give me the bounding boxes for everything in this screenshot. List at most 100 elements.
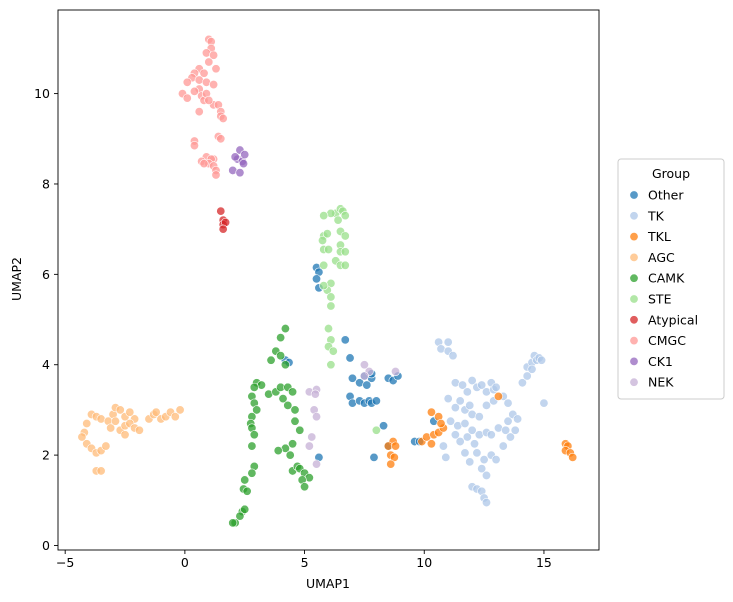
point-tk — [517, 378, 527, 388]
legend-marker-cmgc — [629, 336, 639, 346]
point-nek — [307, 432, 317, 442]
x-tick-label: 0 — [181, 555, 189, 570]
point-camk — [252, 405, 262, 415]
point-camk — [288, 387, 298, 397]
point-agc — [120, 430, 130, 440]
point-camk — [290, 416, 300, 426]
point-tk — [510, 425, 520, 435]
point-agc — [82, 418, 92, 428]
legend-label-ste: STE — [648, 292, 672, 307]
point-tk — [505, 432, 515, 442]
point-camk — [278, 394, 288, 404]
point-tkl — [426, 407, 436, 417]
point-ste — [326, 360, 336, 370]
point-tk — [467, 425, 477, 435]
point-nek — [359, 371, 369, 381]
point-ck1 — [240, 150, 250, 160]
point-tk — [498, 441, 508, 451]
point-tk — [462, 387, 472, 397]
point-camk — [290, 405, 300, 415]
point-camk — [249, 382, 259, 392]
point-tkl — [426, 439, 436, 449]
point-nek — [312, 412, 322, 422]
point-other — [362, 380, 372, 390]
legend-label-cmgc: CMGC — [648, 333, 686, 348]
legend-marker-tkl — [629, 232, 639, 242]
point-cmgc — [211, 64, 221, 74]
point-camk — [240, 504, 250, 514]
legend-label-atypical: Atypical — [648, 312, 698, 327]
point-tk — [522, 371, 532, 381]
point-cmgc — [199, 159, 209, 169]
legend-label-other: Other — [648, 188, 684, 203]
point-cmgc — [189, 141, 199, 151]
point-cmgc — [182, 77, 192, 87]
point-camk — [276, 351, 286, 361]
legend-marker-other — [629, 190, 639, 200]
point-tk — [450, 430, 460, 440]
point-tkl — [493, 391, 503, 401]
point-agc — [106, 423, 116, 433]
point-agc — [151, 407, 161, 417]
point-agc — [175, 405, 185, 415]
point-ste — [340, 260, 350, 270]
legend-label-agc: AGC — [648, 250, 675, 265]
point-camk — [276, 333, 286, 343]
point-cmgc — [199, 68, 209, 78]
point-cmgc — [209, 80, 219, 90]
point-tkl — [436, 418, 446, 428]
y-tick-label: 10 — [34, 86, 50, 101]
point-agc — [110, 416, 120, 426]
point-agc — [134, 425, 144, 435]
point-tk — [438, 441, 448, 451]
y-axis: 0 2 4 6 8 10 — [34, 86, 58, 553]
point-ste — [319, 211, 329, 221]
legend-label-camk: CAMK — [648, 271, 685, 286]
point-ste — [318, 235, 328, 245]
point-tk — [470, 439, 480, 449]
point-tkl — [386, 459, 396, 469]
point-tk — [460, 418, 470, 428]
point-ck1 — [235, 168, 245, 178]
x-tick-label: 10 — [416, 555, 432, 570]
x-axis-label: UMAP1 — [306, 576, 350, 591]
point-tk — [472, 448, 482, 458]
point-camk — [247, 441, 257, 451]
point-tk — [467, 376, 477, 386]
point-tk — [460, 448, 470, 458]
point-tk — [481, 498, 491, 508]
point-nek — [310, 389, 320, 399]
point-tk — [465, 457, 475, 467]
point-nek — [304, 441, 314, 451]
point-camk — [247, 468, 257, 478]
point-cmgc — [216, 134, 226, 144]
plot-frame — [57, 9, 600, 551]
point-camk — [280, 360, 290, 370]
point-tk — [503, 398, 513, 408]
point-tk — [479, 455, 489, 465]
point-cmgc — [189, 86, 199, 96]
point-nek — [312, 459, 322, 469]
point-cmgc — [182, 93, 192, 103]
legend-marker-ck1 — [629, 356, 639, 366]
point-atypical — [218, 224, 228, 234]
y-tick-label: 6 — [42, 267, 50, 282]
x-tick-label: 15 — [536, 555, 552, 570]
point-cmgc — [194, 107, 204, 117]
point-tk — [455, 396, 465, 406]
legend-marker-agc — [629, 252, 639, 262]
point-cmgc — [204, 95, 214, 105]
point-camk — [235, 511, 245, 521]
point-cmgc — [211, 170, 221, 180]
x-axis: −5 0 5 10 15 — [56, 550, 552, 570]
point-camk — [285, 450, 295, 460]
point-camk — [283, 400, 293, 410]
point-other — [312, 274, 322, 284]
point-tk — [481, 400, 491, 410]
point-other — [347, 373, 357, 383]
point-ck1 — [239, 159, 249, 169]
point-tk — [443, 337, 453, 347]
point-tk — [477, 464, 487, 474]
point-other — [379, 421, 389, 431]
point-other — [369, 452, 379, 462]
